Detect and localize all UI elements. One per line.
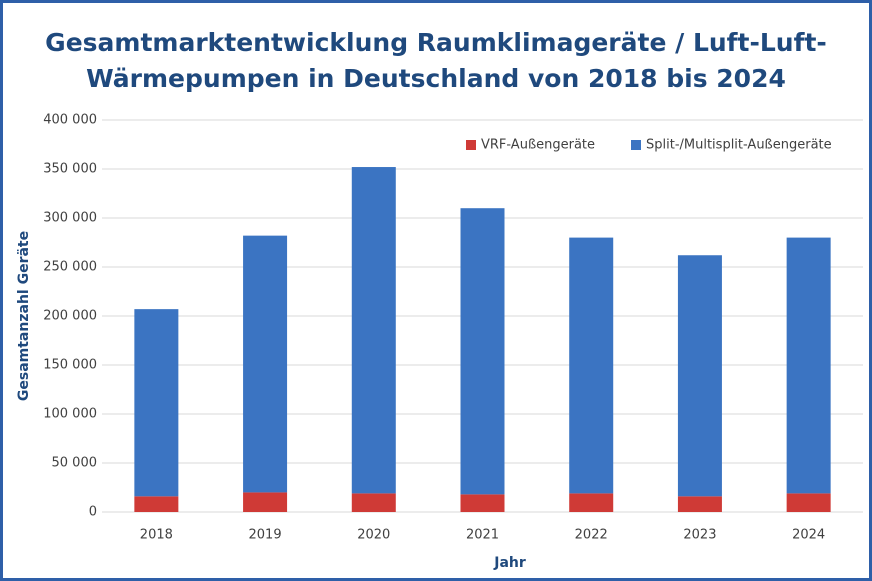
- y-tick-label: 400 000: [43, 113, 97, 128]
- legend-label: VRF-Außengeräte: [481, 138, 595, 153]
- x-tick-label: 2020: [357, 528, 390, 543]
- x-tick-label: 2023: [683, 528, 716, 543]
- bar-segment: [134, 309, 179, 497]
- x-tick-label: 2018: [140, 528, 173, 543]
- bar-segment: [786, 493, 831, 512]
- x-tick-label: 2021: [466, 528, 499, 543]
- x-axis-title: Jahr: [493, 555, 526, 571]
- chart-title: Gesamtmarktentwicklung Raumklimageräte /…: [45, 28, 827, 57]
- y-tick-label: 0: [89, 505, 97, 520]
- y-tick-label: 300 000: [43, 211, 97, 226]
- y-tick-label: 350 000: [43, 162, 97, 177]
- bar-segment: [677, 255, 722, 497]
- chart-title: Wärmepumpen in Deutschland von 2018 bis …: [86, 64, 786, 93]
- y-axis-title: Gesamtanzahl Geräte: [16, 231, 32, 401]
- bar-segment: [677, 496, 722, 512]
- x-tick-label: 2024: [792, 528, 825, 543]
- bar-segment: [569, 493, 614, 512]
- legend-swatch: [466, 140, 476, 150]
- y-tick-label: 50 000: [52, 456, 98, 471]
- x-tick-label: 2019: [249, 528, 282, 543]
- bar-segment: [351, 493, 396, 512]
- x-tick-label: 2022: [575, 528, 608, 543]
- y-tick-label: 200 000: [43, 309, 97, 324]
- y-tick-label: 100 000: [43, 407, 97, 422]
- y-tick-label: 150 000: [43, 358, 97, 373]
- bar-segment: [460, 208, 505, 495]
- legend-swatch: [631, 140, 641, 150]
- bar-segment: [243, 235, 288, 493]
- bar-segment: [351, 167, 396, 494]
- y-tick-label: 250 000: [43, 260, 97, 275]
- legend-label: Split-/Multisplit-Außengeräte: [646, 138, 832, 153]
- bar-segment: [134, 496, 179, 512]
- bar-segment: [460, 494, 505, 512]
- bar-segment: [786, 237, 831, 494]
- bar-segment: [243, 492, 288, 512]
- bar-segment: [569, 237, 614, 494]
